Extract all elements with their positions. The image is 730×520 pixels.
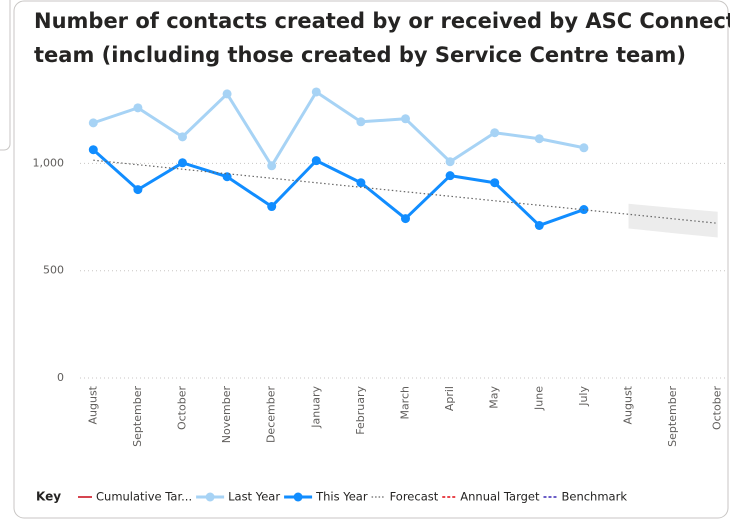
marker <box>133 185 143 195</box>
y-tick-label: 500 <box>43 264 64 277</box>
marker <box>222 89 232 99</box>
marker <box>579 143 589 153</box>
marker <box>88 118 98 128</box>
x-tick-label: August <box>622 385 635 424</box>
marker <box>222 172 232 182</box>
neighbor-visual <box>0 0 11 151</box>
visual-card <box>13 0 729 519</box>
y-tick-label: 1,000 <box>33 156 65 169</box>
marker <box>445 171 455 181</box>
series-line <box>92 148 585 227</box>
x-tick-label: July <box>577 386 590 407</box>
x-tick-label: January <box>309 386 322 429</box>
x-tick-label: March <box>399 386 412 420</box>
x-tick-label: April <box>443 386 456 411</box>
x-tick-label: September <box>131 386 144 447</box>
marker <box>356 117 366 127</box>
legend-label: Annual Target <box>460 490 540 504</box>
x-tick-label: August <box>86 385 99 424</box>
y-tick-label: 0 <box>57 371 64 384</box>
marker <box>401 214 410 224</box>
x-tick-label: October <box>176 386 189 430</box>
x-tick-label: November <box>220 386 233 444</box>
x-tick-label: February <box>354 386 367 435</box>
marker <box>133 103 143 113</box>
marker <box>311 156 321 166</box>
marker <box>267 202 277 212</box>
x-tick-label: June <box>532 386 545 411</box>
x-tick-label: October <box>711 386 724 430</box>
chart-title: Number of contacts created by or receive… <box>34 9 730 33</box>
legend-label: Cumulative Tar... <box>96 490 192 504</box>
forecast-band <box>628 203 718 238</box>
x-tick-label: December <box>265 386 278 444</box>
legend-title: Key <box>36 490 61 504</box>
marker <box>490 128 500 138</box>
x-tick-label: September <box>666 386 679 447</box>
marker <box>356 178 366 188</box>
legend-marker <box>205 492 215 502</box>
marker <box>401 114 410 124</box>
marker <box>178 132 187 142</box>
legend-label: This Year <box>315 490 368 504</box>
marker <box>534 220 544 230</box>
chart-title: team (including those created by Service… <box>34 43 686 67</box>
legend-label: Forecast <box>390 490 439 504</box>
series-line <box>92 90 585 168</box>
marker <box>311 87 321 97</box>
marker <box>178 158 187 168</box>
x-tick-label: May <box>488 386 501 409</box>
marker <box>445 157 455 167</box>
legend-label: Last Year <box>228 490 280 504</box>
marker <box>267 161 277 171</box>
legend-marker <box>293 492 303 502</box>
series-line <box>93 159 718 224</box>
marker <box>490 178 500 188</box>
legend-label: Benchmark <box>561 490 627 504</box>
marker <box>534 134 544 144</box>
marker <box>88 145 98 155</box>
